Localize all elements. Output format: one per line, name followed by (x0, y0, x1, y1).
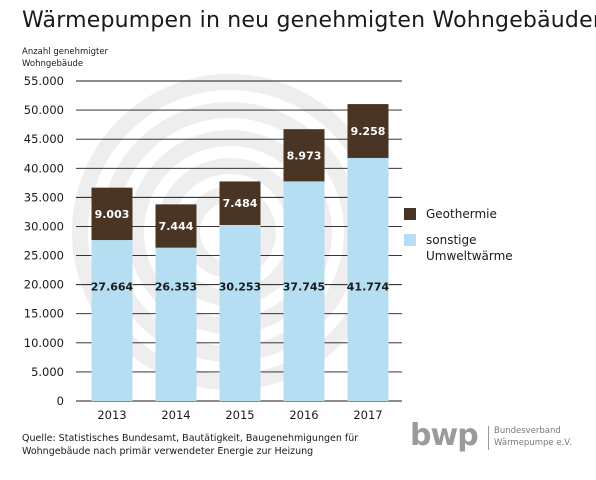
data-label: 41.774 (347, 281, 390, 294)
bar-2016-geothermie (283, 129, 325, 182)
bar-2017-umweltwaerme (347, 157, 389, 401)
y-axis-label: Anzahl genehmigter Wohngebäude (22, 47, 109, 69)
legend-item-geothermie: Geothermie (404, 206, 566, 222)
y-tick-label: 40.000 (24, 161, 64, 175)
y-tick-label: 15.000 (24, 307, 64, 321)
y-tick-label: 25.000 (24, 249, 64, 263)
bar-2015-umweltwaerme (219, 224, 261, 401)
x-axis-ticks: 2013 2014 2015 2016 2017 (97, 408, 382, 422)
legend-label-geothermie: Geothermie (426, 207, 497, 221)
bar-2013-geothermie (91, 187, 133, 241)
data-label: 7.484 (223, 197, 258, 210)
y-tick-label: 45.000 (24, 132, 64, 146)
bar-labels: 27.664 9.003 26.353 7.444 30.253 7.484 37.745 8… (91, 125, 390, 294)
y-tick-label: 20.000 (24, 278, 64, 292)
y-tick-label: 5.000 (31, 365, 64, 379)
chart-title: Wärmepumpen in neu genehmigten Wohngebäu… (22, 8, 596, 33)
data-label: 30.253 (219, 281, 261, 294)
legend-item-umweltwaerme: sonstige Umweltwärme (404, 232, 566, 264)
bars (91, 104, 389, 401)
x-tick-label: 2015 (225, 408, 254, 422)
y-axis-ticks: 0 5.000 10.000 15.000 20.000 25.000 30.000 35.0… (24, 74, 64, 408)
bar-2016-umweltwaerme (283, 181, 325, 401)
legend-label-umweltwaerme: sonstige Umweltwärme (426, 233, 513, 263)
legend-swatch-umweltwaerme (404, 234, 416, 246)
x-tick-label: 2014 (161, 408, 190, 422)
bar-2017-geothermie (347, 104, 389, 158)
data-label: 37.745 (283, 281, 325, 294)
legend-swatch-geothermie (404, 208, 416, 220)
data-label: 9.258 (351, 125, 386, 138)
y-tick-label: 30.000 (24, 219, 64, 233)
y-tick-label: 50.000 (24, 103, 64, 117)
bar-2014-geothermie (155, 204, 197, 248)
x-tick-label: 2016 (289, 408, 318, 422)
bar-2015-geothermie (219, 181, 261, 225)
data-label: 26.353 (155, 281, 197, 294)
y-tick-label: 35.000 (24, 190, 64, 204)
bar-2013-umweltwaerme (91, 240, 133, 401)
data-label: 7.444 (159, 220, 194, 233)
data-label: 9.003 (95, 208, 130, 221)
data-label: 27.664 (91, 281, 134, 294)
source-note: Quelle: Statistisches Bundesamt, Bautäti… (22, 433, 359, 457)
y-tick-label: 10.000 (24, 336, 64, 350)
logo-text: Bundesverband Wärmepumpe e.V. (494, 426, 572, 448)
y-tick-label: 55.000 (24, 74, 64, 88)
logo-mark: bwp (410, 418, 479, 453)
bwp-logo: bwp Bundesverband Wärmepumpe e.V. (410, 418, 580, 456)
legend: Geothermie sonstige Umweltwärme (404, 206, 566, 274)
data-label: 8.973 (287, 149, 322, 162)
logo-divider (488, 426, 489, 450)
y-tick-label: 0 (57, 394, 64, 408)
bar-2014-umweltwaerme (155, 247, 197, 401)
x-tick-label: 2013 (97, 408, 126, 422)
x-tick-label: 2017 (353, 408, 382, 422)
